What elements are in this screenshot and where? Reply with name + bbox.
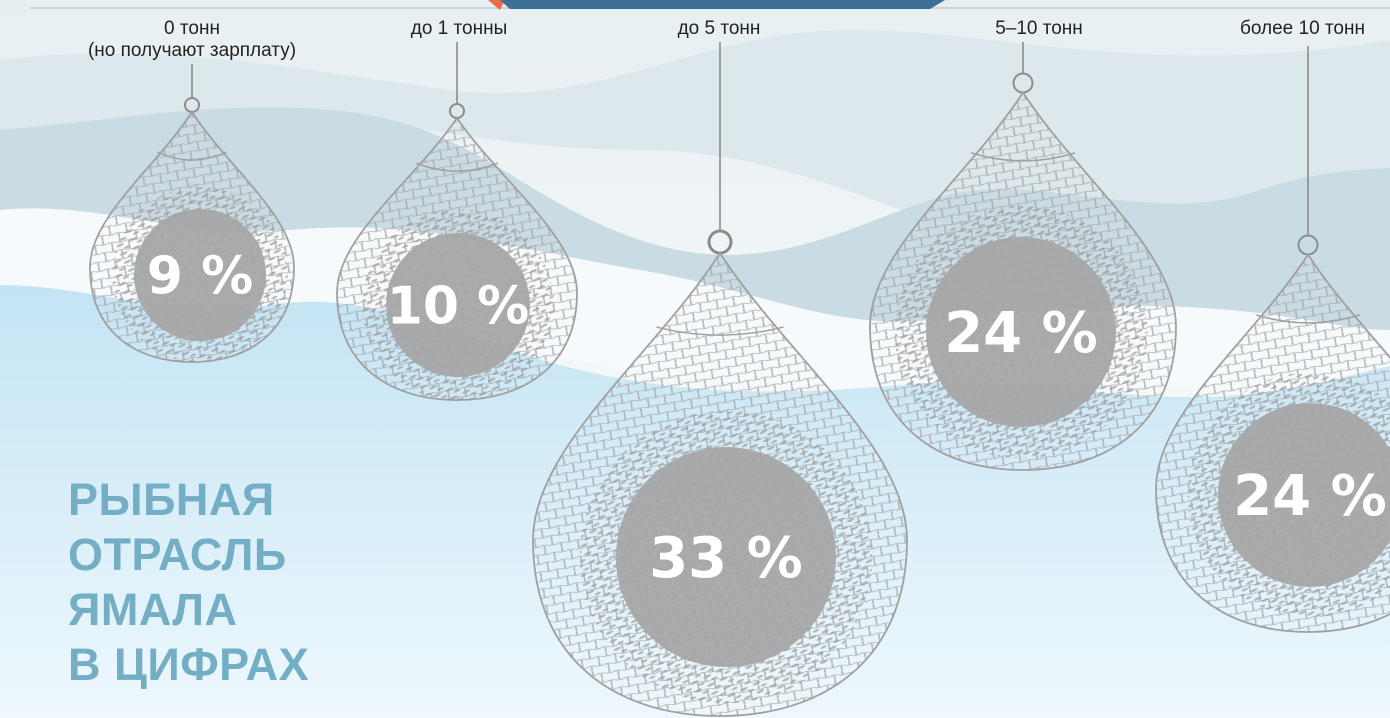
headline-line: РЫБНАЯ bbox=[68, 474, 275, 525]
top-accent-orange bbox=[488, 0, 505, 10]
net-rim bbox=[970, 152, 1076, 162]
net-rim bbox=[656, 326, 784, 336]
value-label: 24 % bbox=[944, 301, 1098, 366]
value-label: 9 % bbox=[147, 247, 253, 307]
category-label: более 10 тонн bbox=[1240, 18, 1365, 39]
net-rim bbox=[415, 162, 499, 172]
category-label: 5–10 тонн bbox=[995, 18, 1083, 39]
net-mark: 9 % bbox=[89, 64, 295, 363]
catch-disc bbox=[386, 233, 530, 377]
headline: РЫБНАЯ ОТРАСЛЬ ЯМАЛА В ЦИФРАХ bbox=[68, 472, 309, 692]
net-mark: 24 % bbox=[869, 42, 1177, 471]
net-rim bbox=[1256, 314, 1360, 324]
category-label: до 5 тонн bbox=[677, 18, 761, 39]
nets-layer: 9 % 10 % 33 % 24 % 24 % bbox=[89, 42, 1390, 717]
category-label: до 1 тонны bbox=[410, 18, 508, 39]
catch-disc bbox=[926, 237, 1116, 427]
net-mark: 24 % bbox=[1155, 46, 1390, 633]
net-mark: 33 % bbox=[532, 42, 908, 717]
catch-disc bbox=[1218, 403, 1390, 587]
net-mark: 10 % bbox=[336, 42, 578, 401]
net-rim bbox=[157, 151, 227, 161]
value-label: 33 % bbox=[649, 526, 803, 591]
catch-disc bbox=[134, 209, 266, 341]
value-label: 24 % bbox=[1233, 464, 1387, 529]
headline-line: ОТРАСЛЬ bbox=[68, 529, 287, 580]
catch-disc bbox=[616, 447, 836, 667]
headline-line: ЯМАЛА bbox=[68, 584, 238, 635]
category-label: 0 тонн (но получают зарплату) bbox=[87, 18, 297, 61]
headline-line: В ЦИФРАХ bbox=[68, 639, 310, 690]
value-label: 10 % bbox=[387, 277, 530, 337]
top-accent-blue bbox=[500, 0, 945, 9]
